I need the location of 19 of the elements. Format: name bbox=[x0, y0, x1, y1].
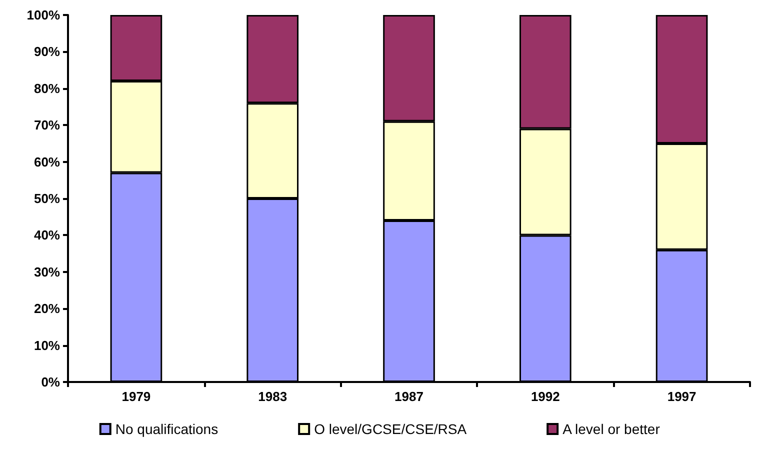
x-tick-label: 1992 bbox=[530, 389, 560, 404]
x-tick-label: 1997 bbox=[667, 389, 696, 404]
x-tick-label: 1979 bbox=[122, 389, 151, 404]
y-tick-label: 10% bbox=[34, 338, 60, 353]
x-tick-label: 1987 bbox=[394, 389, 424, 404]
legend-label: O level/GCSE/CSE/RSA bbox=[314, 421, 468, 437]
y-tick-label: 0% bbox=[41, 374, 60, 390]
y-tick-label: 30% bbox=[34, 264, 60, 280]
y-tick-label: 70% bbox=[34, 118, 60, 133]
y-tick-label: 50% bbox=[34, 191, 60, 206]
y-tick-label: 80% bbox=[34, 80, 60, 96]
y-tick-label: 60% bbox=[34, 154, 60, 170]
x-tick-label: 1983 bbox=[258, 389, 288, 404]
y-tick-label: 90% bbox=[34, 44, 60, 60]
y-tick-label: 100% bbox=[26, 8, 60, 22]
y-tick-label: 20% bbox=[34, 301, 60, 316]
y-tick-label: 40% bbox=[34, 228, 60, 243]
legend-label: No qualifications bbox=[115, 421, 218, 437]
legend-label: A level or better bbox=[562, 421, 660, 437]
